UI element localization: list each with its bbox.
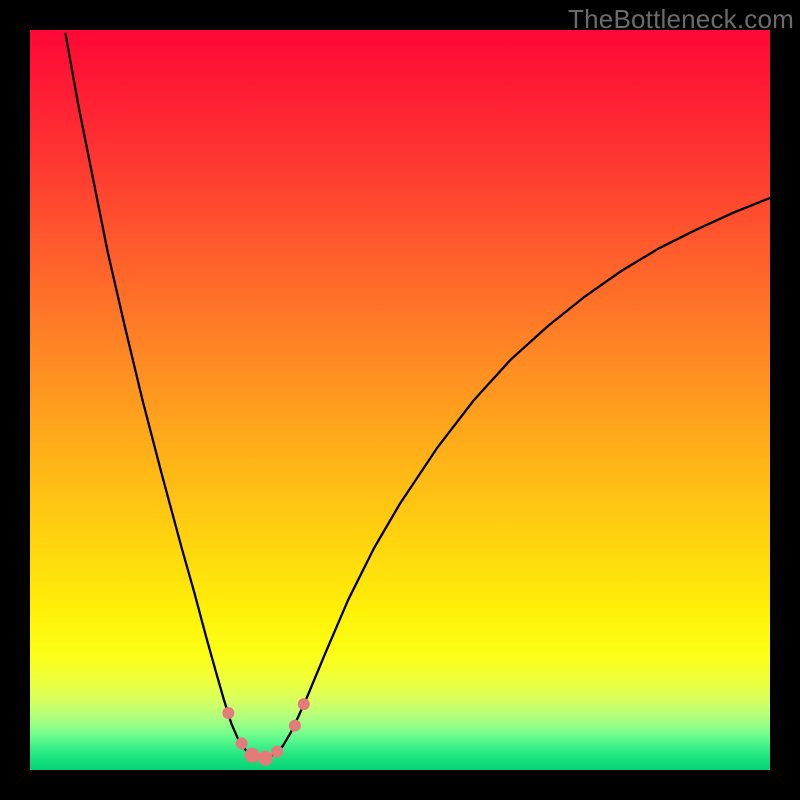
valley-marker xyxy=(258,751,272,765)
plot-area xyxy=(30,30,770,770)
valley-marker xyxy=(298,699,309,710)
chart-frame: TheBottleneck.com xyxy=(0,0,800,800)
valley-marker xyxy=(289,720,300,731)
bottleneck-curve xyxy=(66,34,770,758)
chart-svg xyxy=(30,30,770,770)
valley-marker xyxy=(223,708,234,719)
valley-marker xyxy=(236,738,247,749)
valley-marker xyxy=(272,746,283,757)
valley-marker xyxy=(245,748,259,762)
